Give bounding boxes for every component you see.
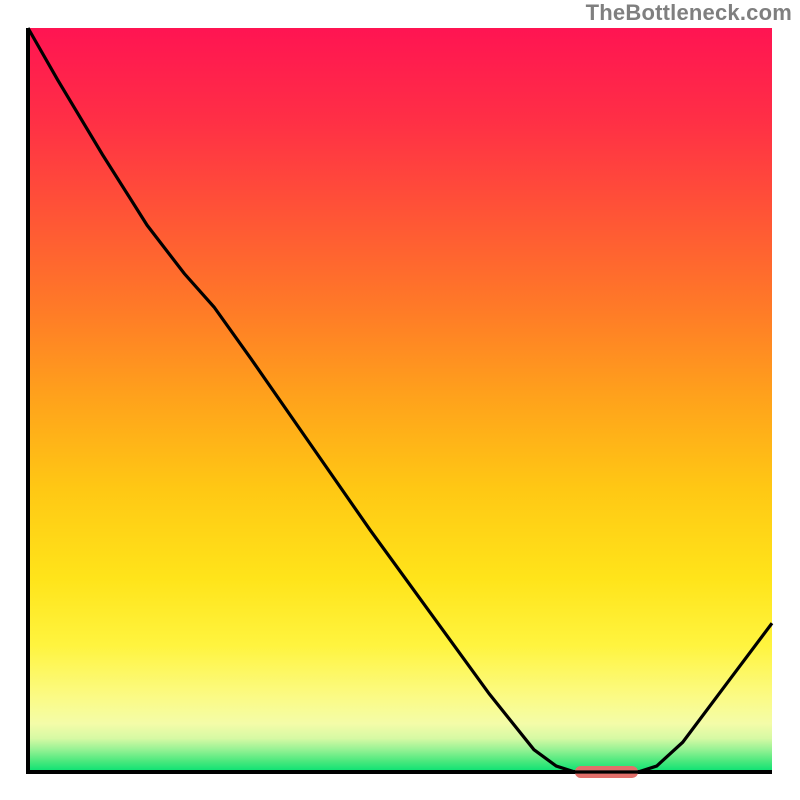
plot-gradient-bg (28, 28, 772, 772)
chart-svg (0, 0, 800, 800)
chart-stage: TheBottleneck.com (0, 0, 800, 800)
